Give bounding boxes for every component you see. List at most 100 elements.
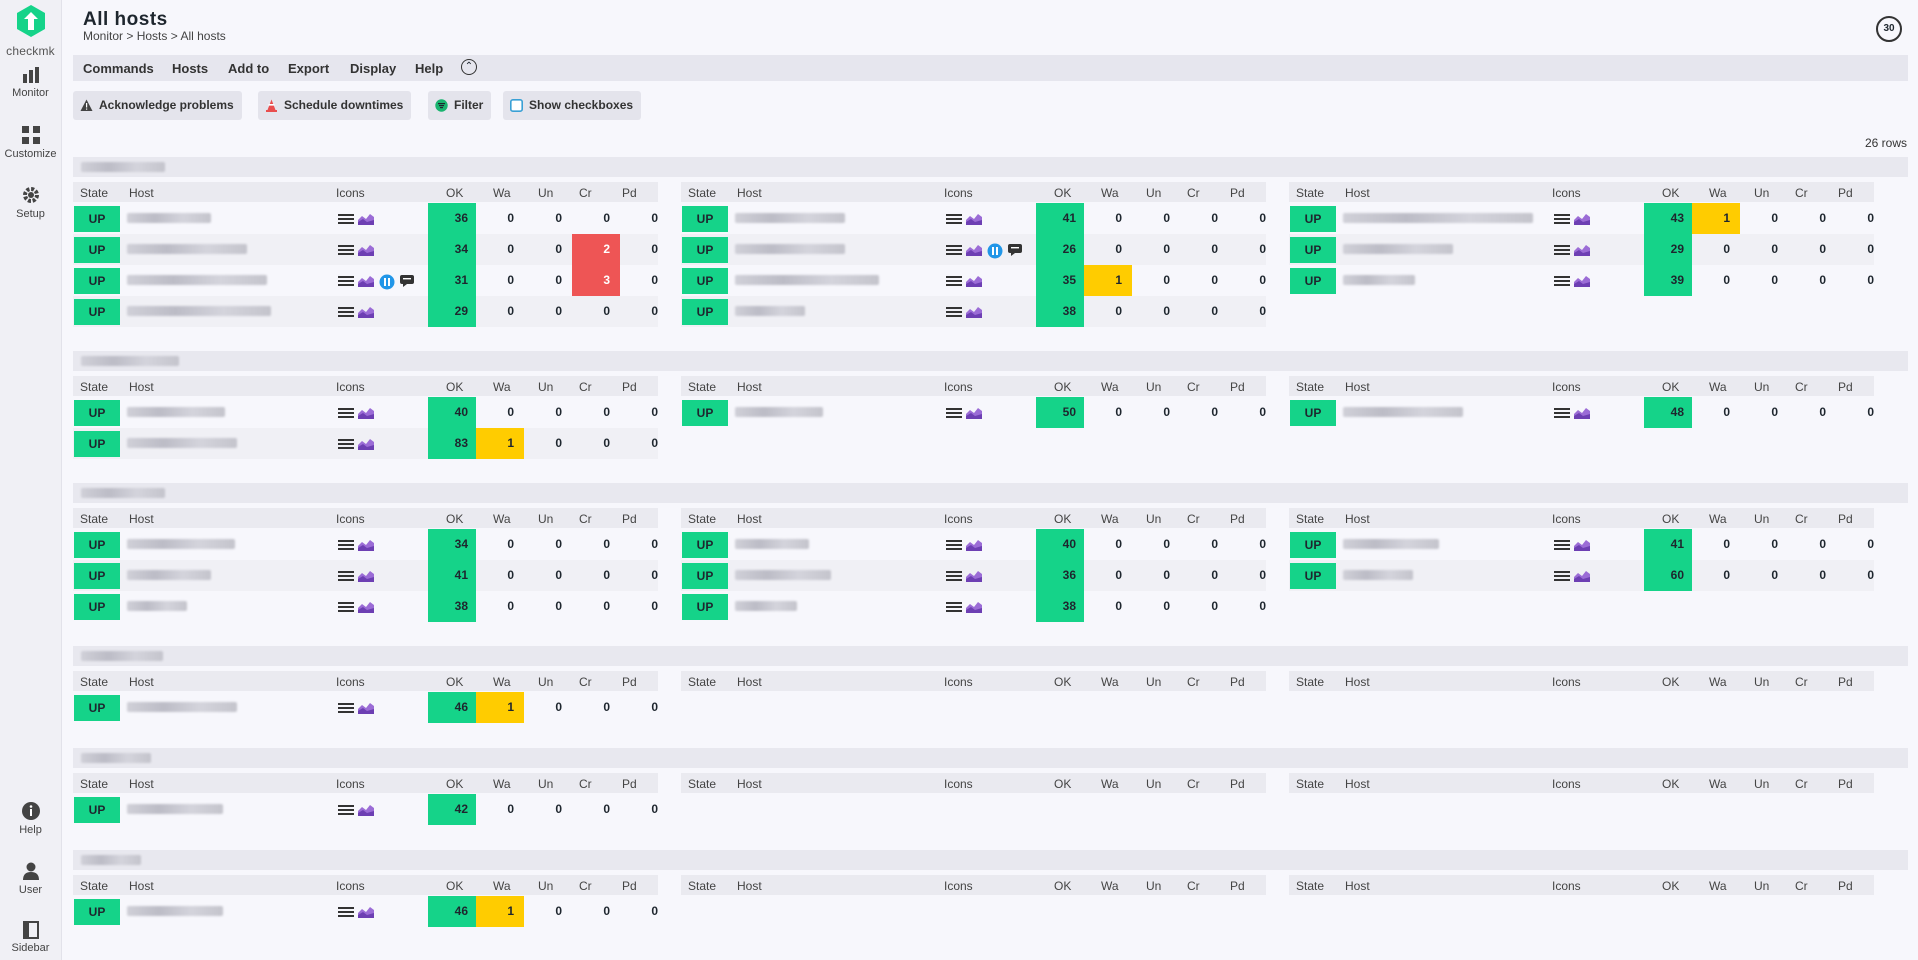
service-count-wa[interactable]: 0 (507, 599, 514, 613)
column-header-ok[interactable]: OK (1054, 380, 1072, 394)
column-header-un[interactable]: Un (1754, 675, 1770, 689)
service-count-ok[interactable]: 48 (1644, 397, 1692, 428)
menu-icon[interactable] (338, 569, 354, 583)
column-header-un[interactable]: Un (1754, 186, 1770, 200)
column-header-ok[interactable]: OK (446, 879, 464, 893)
host-name-blurred[interactable] (127, 407, 225, 417)
column-header-pd[interactable]: Pd (622, 186, 637, 200)
column-header-ok[interactable]: OK (1054, 879, 1072, 893)
service-count-pd[interactable]: 0 (1259, 211, 1266, 225)
column-header-wa[interactable]: Wa (1709, 777, 1727, 791)
service-count-ok[interactable]: 38 (428, 591, 476, 622)
service-count-cr[interactable]: 0 (1211, 273, 1218, 287)
service-count-ok[interactable]: 29 (428, 296, 476, 327)
column-header-cr[interactable]: Cr (1187, 512, 1200, 526)
service-count-wa[interactable]: 0 (507, 242, 514, 256)
comment-icon[interactable] (1007, 243, 1023, 257)
column-header-un[interactable]: Un (1146, 777, 1162, 791)
column-header-wa[interactable]: Wa (493, 186, 511, 200)
graph-icon[interactable] (965, 212, 983, 226)
host-name-blurred[interactable] (1343, 570, 1413, 580)
column-header-pd[interactable]: Pd (622, 777, 637, 791)
column-header-un[interactable]: Un (1754, 512, 1770, 526)
service-count-un[interactable]: 0 (1163, 273, 1170, 287)
column-header-host[interactable]: Host (129, 675, 154, 689)
column-header-state[interactable]: State (1296, 879, 1325, 893)
service-count-cr[interactable]: 0 (603, 802, 610, 816)
column-header-host[interactable]: Host (1345, 675, 1370, 689)
column-header-un[interactable]: Un (538, 879, 554, 893)
menu-display[interactable]: Display (350, 61, 397, 76)
host-name-blurred[interactable] (127, 244, 247, 254)
service-count-wa[interactable]: 1 (1084, 265, 1132, 296)
service-count-cr[interactable]: 0 (1819, 537, 1826, 551)
menu-icon[interactable] (946, 600, 962, 614)
graph-icon[interactable] (1573, 274, 1591, 288)
column-header-state[interactable]: State (80, 380, 109, 394)
service-count-un[interactable]: 0 (555, 304, 562, 318)
column-header-host[interactable]: Host (737, 675, 762, 689)
column-header-icons[interactable]: Icons (1552, 512, 1581, 526)
service-count-ok[interactable]: 34 (428, 234, 476, 265)
service-count-wa[interactable]: 0 (507, 568, 514, 582)
column-header-icons[interactable]: Icons (1552, 777, 1581, 791)
column-header-state[interactable]: State (688, 380, 717, 394)
service-count-ok[interactable]: 29 (1644, 234, 1692, 265)
service-count-un[interactable]: 0 (555, 599, 562, 613)
column-header-un[interactable]: Un (1146, 879, 1162, 893)
service-count-un[interactable]: 0 (1163, 304, 1170, 318)
menu-icon[interactable] (946, 243, 962, 257)
column-header-un[interactable]: Un (538, 675, 554, 689)
column-header-cr[interactable]: Cr (579, 512, 592, 526)
service-count-pd[interactable]: 0 (1259, 405, 1266, 419)
column-header-pd[interactable]: Pd (1230, 879, 1245, 893)
service-count-pd[interactable]: 0 (1259, 568, 1266, 582)
service-count-wa[interactable]: 1 (476, 692, 524, 723)
column-header-icons[interactable]: Icons (944, 186, 973, 200)
column-header-state[interactable]: State (80, 777, 109, 791)
service-count-ok[interactable]: 60 (1644, 560, 1692, 591)
column-header-ok[interactable]: OK (1662, 879, 1680, 893)
graph-icon[interactable] (357, 538, 375, 552)
service-count-un[interactable]: 0 (555, 211, 562, 225)
service-count-un[interactable]: 0 (555, 242, 562, 256)
breadcrumb-all-hosts[interactable]: All hosts (180, 29, 226, 43)
column-header-state[interactable]: State (1296, 512, 1325, 526)
column-header-wa[interactable]: Wa (1709, 675, 1727, 689)
column-header-icons[interactable]: Icons (944, 380, 973, 394)
service-count-un[interactable]: 0 (1771, 211, 1778, 225)
column-header-wa[interactable]: Wa (493, 777, 511, 791)
column-header-ok[interactable]: OK (1054, 512, 1072, 526)
column-header-ok[interactable]: OK (446, 675, 464, 689)
service-count-ok[interactable]: 38 (1036, 591, 1084, 622)
menu-hosts[interactable]: Hosts (172, 61, 209, 76)
column-header-ok[interactable]: OK (1662, 675, 1680, 689)
graph-icon[interactable] (357, 905, 375, 919)
service-count-pd[interactable]: 0 (1259, 304, 1266, 318)
host-name-blurred[interactable] (735, 570, 831, 580)
service-count-ok[interactable]: 41 (1644, 529, 1692, 560)
column-header-un[interactable]: Un (1754, 879, 1770, 893)
column-header-icons[interactable]: Icons (336, 186, 365, 200)
column-header-wa[interactable]: Wa (1709, 879, 1727, 893)
host-name-blurred[interactable] (735, 407, 823, 417)
column-header-un[interactable]: Un (1146, 186, 1162, 200)
service-count-ok[interactable]: 41 (1036, 203, 1084, 234)
service-count-pd[interactable]: 0 (651, 537, 658, 551)
host-name-blurred[interactable] (735, 601, 797, 611)
column-header-wa[interactable]: Wa (1709, 186, 1727, 200)
service-count-pd[interactable]: 0 (651, 436, 658, 450)
service-count-un[interactable]: 0 (1163, 537, 1170, 551)
host-name-blurred[interactable] (127, 213, 211, 223)
service-count-un[interactable]: 0 (1771, 405, 1778, 419)
column-header-host[interactable]: Host (737, 512, 762, 526)
host-name-blurred[interactable] (127, 702, 237, 712)
service-count-un[interactable]: 0 (555, 904, 562, 918)
menu-icon[interactable] (338, 437, 354, 451)
column-header-pd[interactable]: Pd (622, 512, 637, 526)
column-header-host[interactable]: Host (129, 879, 154, 893)
service-count-wa[interactable]: 0 (1723, 242, 1730, 256)
column-header-host[interactable]: Host (129, 186, 154, 200)
column-header-pd[interactable]: Pd (1230, 380, 1245, 394)
service-count-wa[interactable]: 0 (1723, 405, 1730, 419)
